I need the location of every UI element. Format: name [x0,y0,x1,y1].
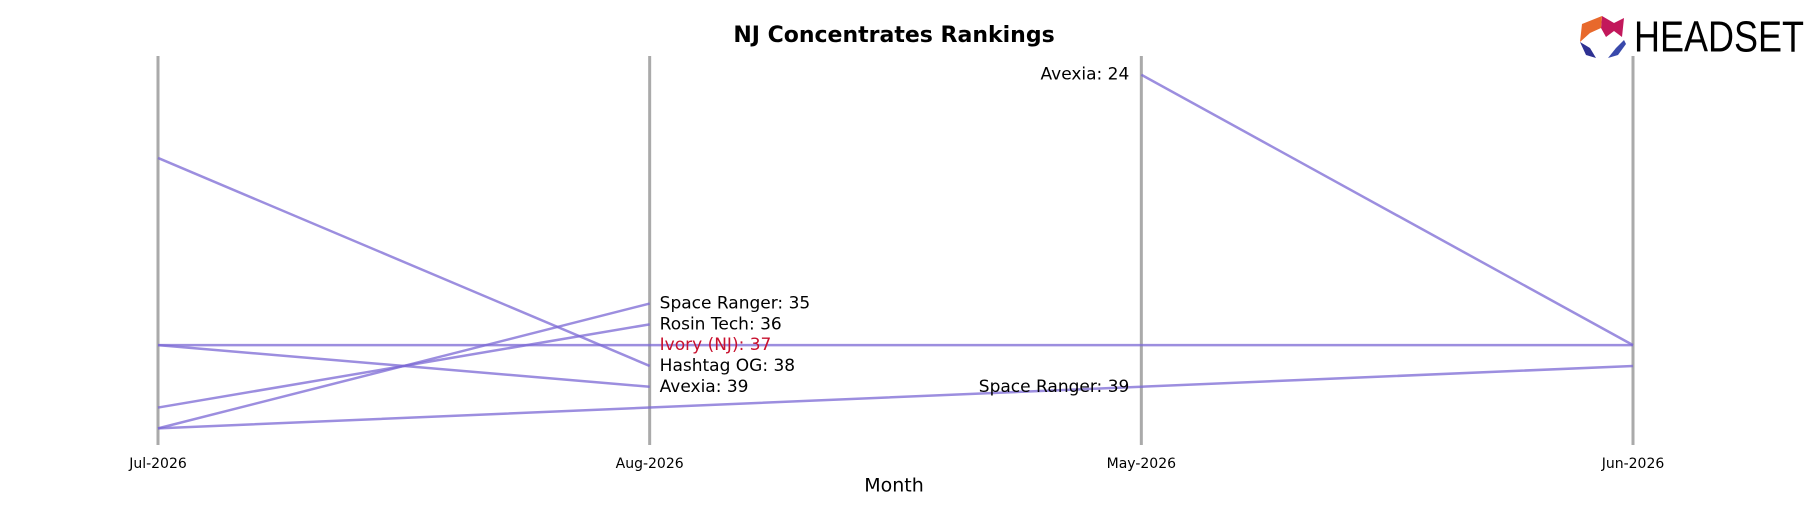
logo-mark [1580,16,1602,42]
x-tick-label: Jul-2026 [128,456,187,472]
rank-line [157,364,1634,430]
rank-line [157,156,651,368]
annotation: Space Ranger: 39 [979,377,1130,397]
logo-mark [1580,42,1596,58]
rank-line [1140,73,1634,347]
logo-mark [1608,40,1626,58]
chart-title: NJ Concentrates Rankings [733,23,1054,48]
annotation: Ivory (NJ): 37 [660,335,772,355]
annotation: Space Ranger: 35 [660,294,811,314]
annotation: Rosin Tech: 36 [660,314,782,334]
x-tick-label: Jun-2026 [1601,456,1665,472]
x-tick-label: May-2026 [1107,456,1176,472]
logo-mark [1601,16,1624,37]
x-tick-label: Aug-2026 [616,456,684,472]
annotation: Avexia: 39 [660,377,749,397]
annotation: Hashtag OG: 38 [660,356,795,376]
annotation: Avexia: 24 [1041,65,1130,85]
rank-line [157,302,650,430]
logo: HEADSET [1580,13,1804,62]
x-axis-label: Month [864,475,924,497]
logo-text: HEADSET [1634,13,1804,62]
